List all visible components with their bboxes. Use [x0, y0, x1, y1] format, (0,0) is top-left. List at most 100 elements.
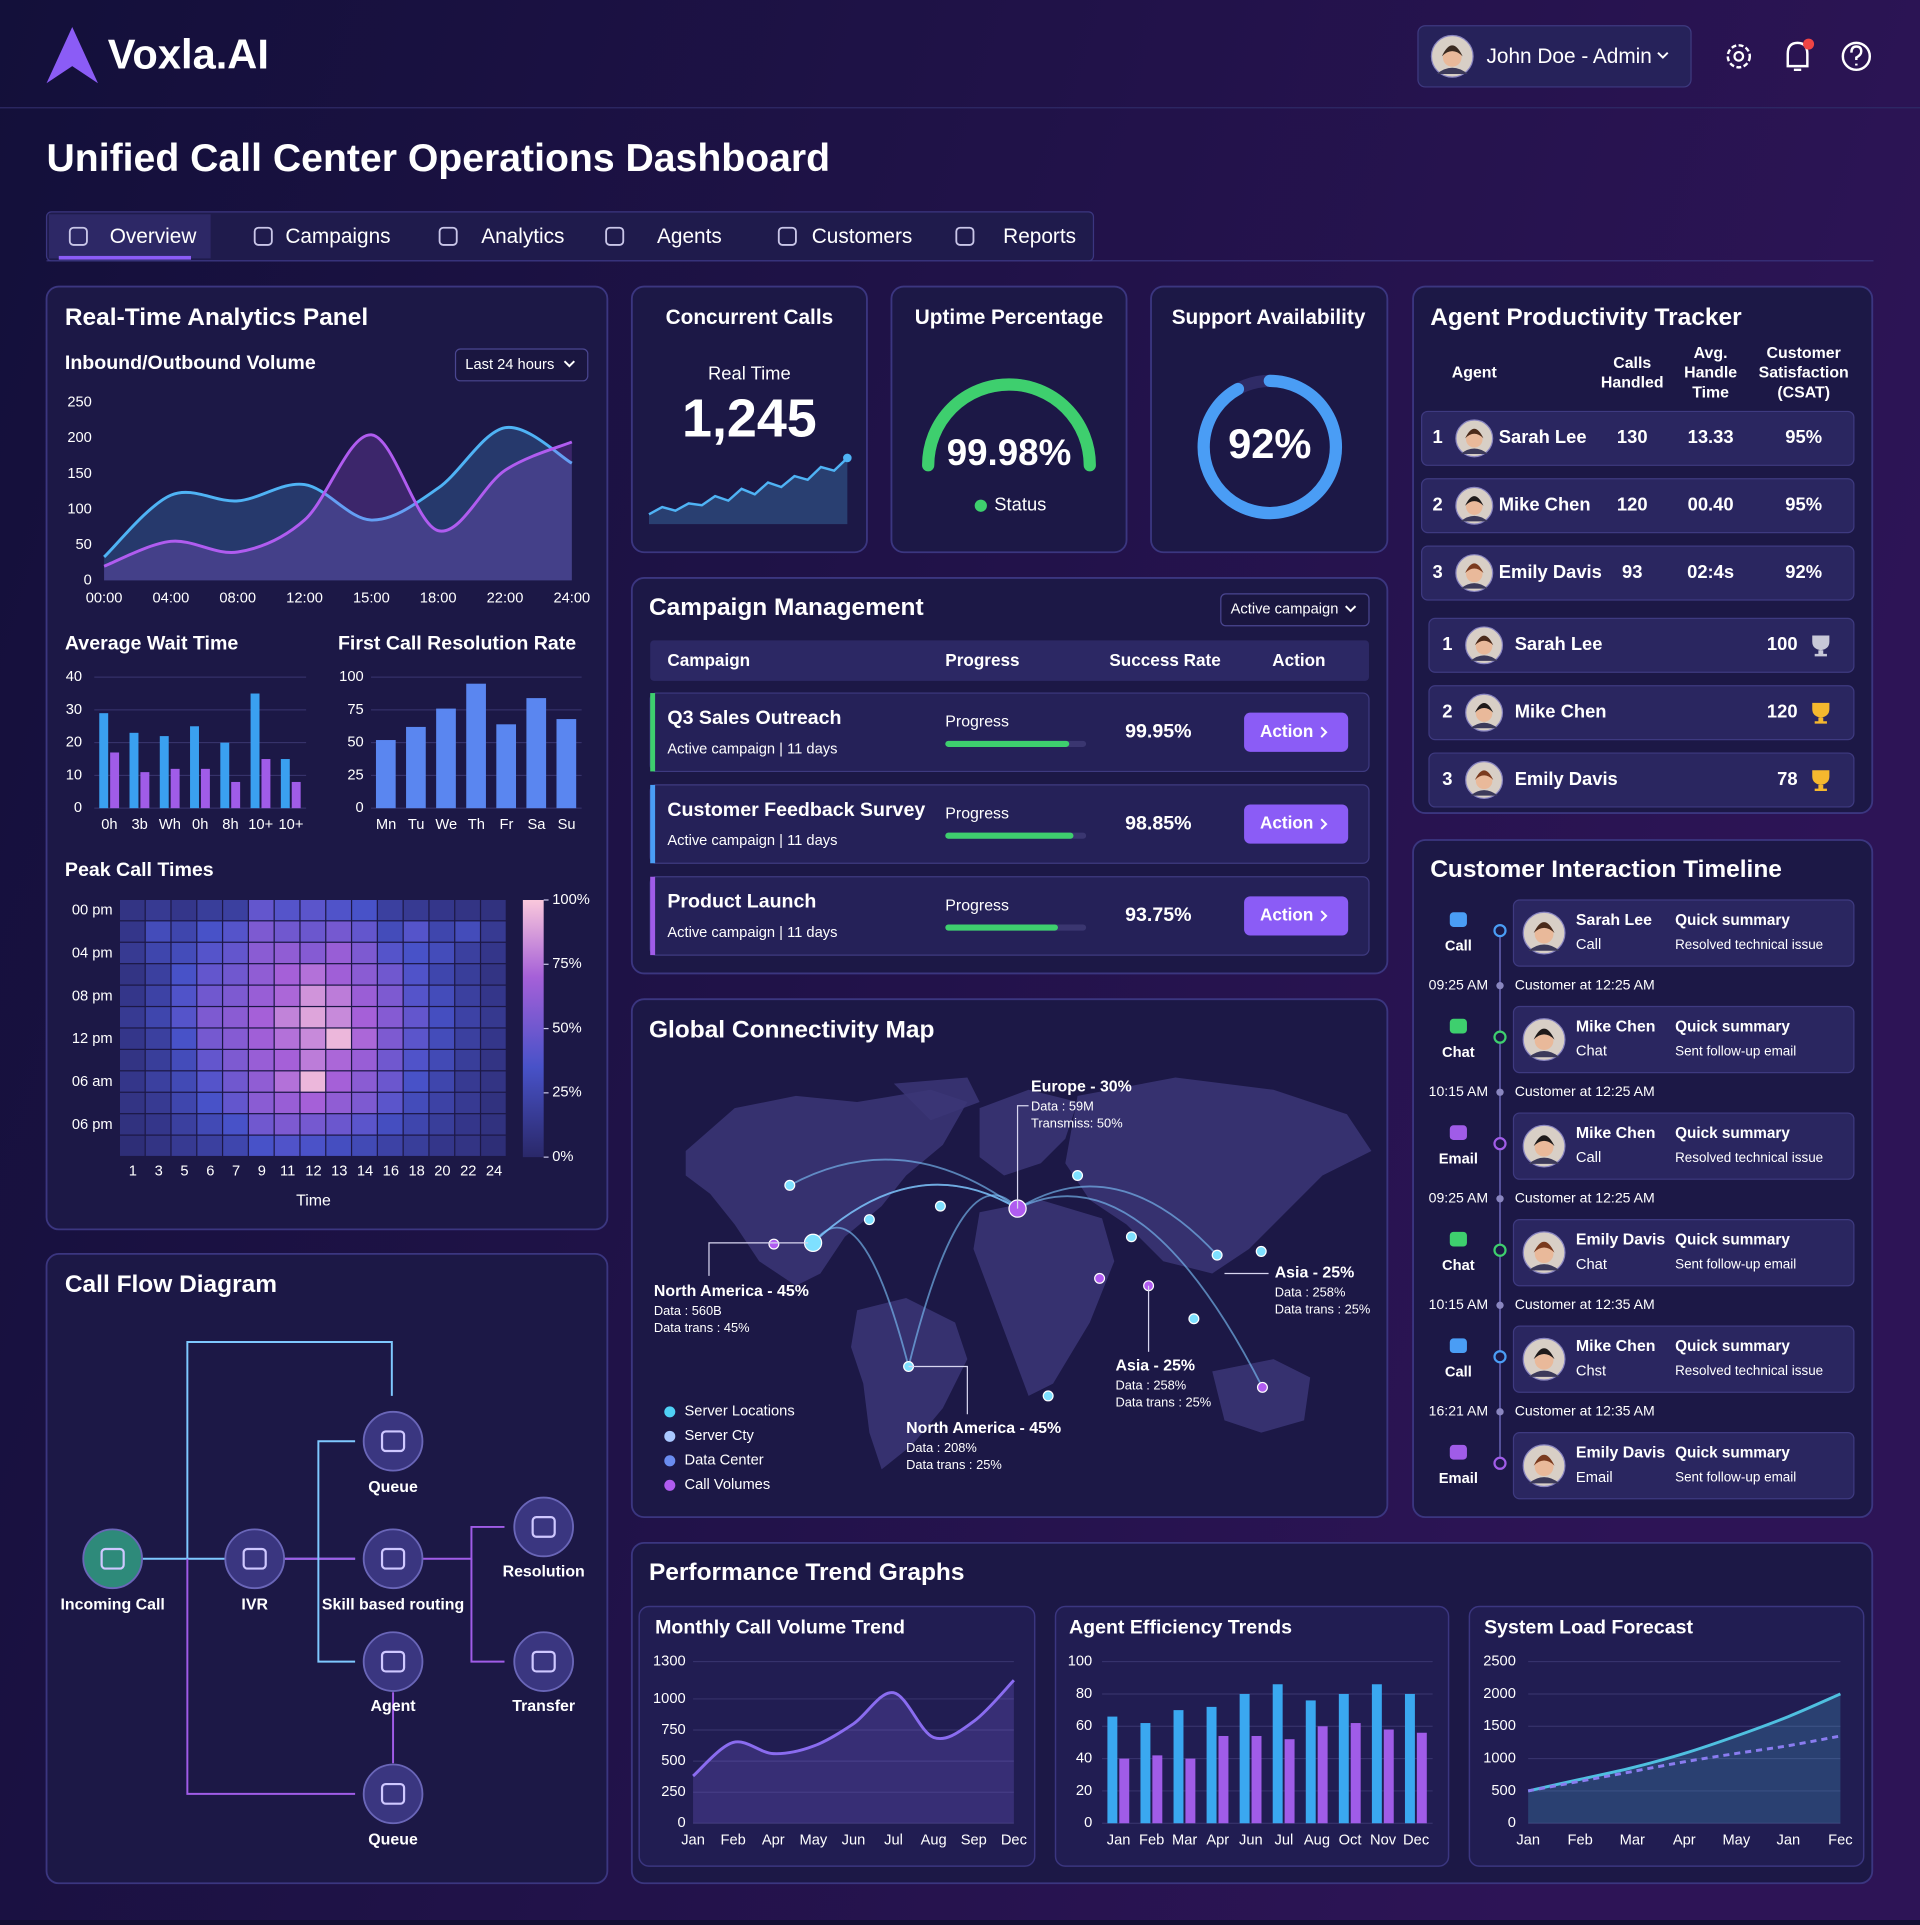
leader-line	[708, 1242, 809, 1276]
bell-icon[interactable]	[1786, 41, 1809, 72]
avatar-hair	[1465, 563, 1484, 574]
chevron	[1320, 910, 1328, 922]
avatar-body	[1528, 1264, 1560, 1271]
chart-card	[1468, 1605, 1865, 1867]
heat-cell	[403, 1092, 429, 1114]
heat-cell	[377, 1007, 403, 1028]
heat-cell	[120, 1114, 145, 1135]
page-title: Unified Call Center Operations Dashboard	[47, 137, 831, 180]
bar	[1305, 1700, 1316, 1824]
avatar-face	[1534, 1031, 1554, 1050]
table-cell: Mike Chen	[1499, 494, 1591, 515]
heat-cell	[352, 1071, 377, 1092]
avatar-body	[1470, 722, 1498, 729]
heat-cell	[455, 1114, 480, 1135]
heat-cell	[352, 1028, 377, 1049]
avatar-body	[1470, 655, 1498, 661]
avatar-face	[1534, 1137, 1554, 1157]
timeline-dot-small	[1496, 1301, 1504, 1309]
bar	[159, 736, 169, 809]
heat-cell	[223, 1007, 248, 1028]
leader-row	[1428, 752, 1855, 808]
map-node	[784, 1179, 796, 1191]
avatar-hair	[1465, 428, 1484, 439]
progress-bar	[945, 924, 1058, 931]
tab[interactable]: Agents	[657, 225, 722, 248]
table-cell: Emily Davis	[1499, 561, 1602, 582]
heat-cell	[197, 900, 222, 921]
help-glyph	[1850, 45, 1863, 66]
kpi-value: 99.98%	[947, 432, 1072, 473]
y-tick-label: 0	[1508, 1815, 1516, 1831]
campaign-status: Active campaign | 11 days	[667, 925, 837, 941]
heat-cell	[274, 1050, 300, 1071]
timeline-dot-small	[1496, 1195, 1504, 1203]
heat-cell	[171, 942, 197, 964]
action-button[interactable]	[1244, 804, 1349, 844]
heat-cell	[326, 1071, 351, 1092]
y-tick-label: 06 am	[72, 1074, 113, 1090]
continent	[973, 1200, 1115, 1396]
heat-cell	[223, 1135, 248, 1156]
heat-cell	[171, 964, 197, 985]
column-header: Time	[1692, 384, 1729, 401]
contact-type: Chat	[1576, 1257, 1607, 1273]
settings-icon[interactable]	[1726, 44, 1752, 69]
chart-title: Inbound/Outbound Volume	[65, 352, 316, 374]
heat-cell	[145, 1007, 171, 1028]
x-tick-label: 12	[305, 1164, 321, 1180]
action-button[interactable]	[1244, 712, 1349, 752]
annotation-line: Data trans : 25%	[1116, 1395, 1212, 1410]
x-tick-label: 24	[486, 1164, 502, 1180]
tab-active	[48, 214, 211, 259]
avatar-face	[1466, 498, 1483, 515]
bar	[110, 752, 120, 809]
connection-arc	[1017, 1195, 1264, 1388]
user-menu[interactable]	[1417, 25, 1692, 88]
contact-type: Call	[1576, 1150, 1601, 1166]
tab[interactable]: Reports	[1003, 225, 1076, 248]
map-node	[1042, 1390, 1054, 1402]
campaign-name: Product Launch	[667, 891, 816, 913]
heat-cell	[248, 900, 274, 921]
heat-cell	[352, 1050, 377, 1071]
table-cell: 95%	[1785, 494, 1822, 515]
heat-cell	[145, 900, 171, 921]
y-tick-label: 0	[1084, 1815, 1092, 1831]
action-button[interactable]	[1244, 896, 1349, 936]
avatar-face	[1475, 705, 1493, 722]
avatar-body	[1460, 515, 1489, 522]
filter-dropdown[interactable]	[1220, 593, 1370, 627]
tab[interactable]: Overview	[110, 225, 198, 248]
tab[interactable]: Campaigns	[285, 225, 390, 248]
filter-dropdown[interactable]	[454, 348, 589, 382]
timeline-time: 09:25 AM	[1429, 1189, 1488, 1205]
help-icon[interactable]	[1841, 41, 1872, 72]
x-tick-label: Jul	[884, 1832, 903, 1848]
color-bar	[522, 900, 544, 1158]
contact-name: Mike Chen	[1576, 1019, 1656, 1036]
tab[interactable]: Customers	[812, 225, 913, 248]
avatar-hair	[1533, 1135, 1555, 1147]
bar	[170, 768, 180, 809]
timeline-note: Customer at 12:25 AM	[1515, 1189, 1655, 1205]
action-label[interactable]: Action	[1260, 904, 1313, 924]
x-tick-label: Jan	[1777, 1832, 1801, 1848]
avatar-hair	[1465, 496, 1484, 506]
heat-cell	[326, 1050, 351, 1071]
action-label[interactable]: Action	[1260, 721, 1313, 741]
kpi-title: Support Availability	[1172, 306, 1366, 329]
leader-line	[908, 1365, 968, 1415]
bar	[1383, 1729, 1394, 1824]
x-tick-label: Tu	[408, 817, 425, 833]
heat-cell	[326, 985, 351, 1006]
table-cell: 95%	[1785, 426, 1822, 447]
bar	[200, 768, 210, 809]
legend-dot	[664, 1406, 676, 1418]
success-rate: 98.85%	[1125, 812, 1191, 834]
annotation-line: Data trans : 25%	[906, 1457, 1002, 1472]
tab[interactable]: Analytics	[481, 225, 564, 248]
x-tick-label: Jan	[1107, 1832, 1131, 1848]
kpi-value: 92%	[1228, 420, 1311, 467]
action-label[interactable]: Action	[1260, 813, 1313, 833]
